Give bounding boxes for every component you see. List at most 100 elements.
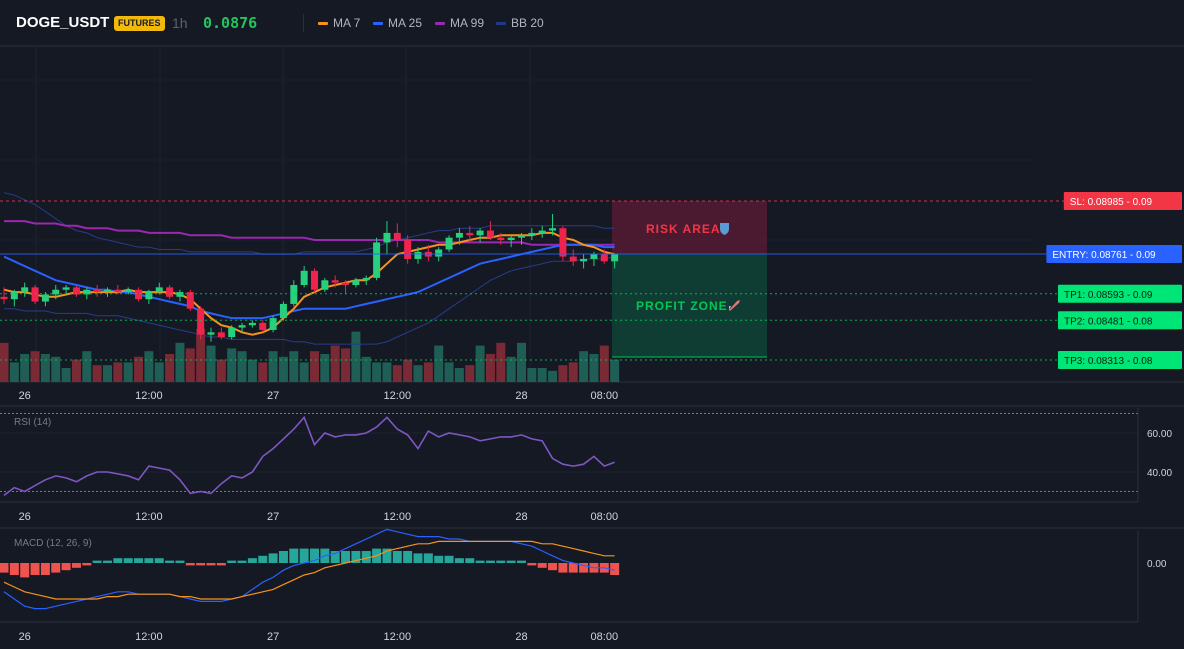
volume-bar: [247, 359, 257, 382]
macd-hist-bar: [51, 563, 61, 573]
candle-body: [538, 230, 546, 233]
macd-hist-bar: [382, 548, 392, 563]
volume-bar: [537, 368, 547, 382]
macd-hist-bar: [506, 560, 516, 563]
candle-body: [197, 308, 205, 335]
legend-label: MA 7: [333, 16, 361, 30]
macd-hist-bar: [92, 560, 102, 563]
macd-hist-bar: [144, 558, 154, 563]
time-tick: 12:00: [135, 631, 163, 643]
rsi-axis-tick: 40.00: [1147, 468, 1172, 479]
candle-body: [21, 287, 29, 293]
volume-bar: [175, 342, 185, 382]
volume-bar: [165, 354, 175, 382]
macd-hist-bar: [61, 563, 71, 571]
volume-bar: [289, 351, 299, 382]
macd-hist-bar: [392, 551, 402, 563]
volume-bar: [310, 351, 319, 382]
macd-hist-bar: [123, 558, 133, 563]
macd-hist-bar: [568, 563, 578, 573]
time-tick: 12:00: [384, 511, 412, 523]
shield-icon: [720, 223, 729, 235]
macd-hist-bar: [82, 563, 92, 566]
candle-body: [93, 289, 101, 293]
volume-bar: [496, 342, 506, 382]
candle-body: [414, 251, 422, 259]
volume-bar: [92, 365, 102, 382]
chart-header: DOGE_USDT FUTURES 1h 0.0876 MA 7 MA 25 M…: [0, 0, 1184, 46]
volume-bar: [413, 365, 423, 382]
candle-body: [518, 235, 525, 238]
legend-swatch: [496, 22, 506, 26]
candle-body: [404, 240, 412, 259]
macd-hist-bar: [175, 560, 185, 563]
candle-body: [300, 270, 308, 285]
volume-bar: [144, 351, 154, 382]
volume-bar: [558, 365, 568, 382]
macd-hist-bar: [579, 563, 589, 573]
volume-bar: [299, 362, 309, 382]
sl-price-text: SL: 0.08985 - 0.09: [1070, 197, 1153, 208]
macd-hist-bar: [20, 563, 30, 578]
candle-body: [166, 287, 174, 297]
legend-ma7[interactable]: MA 7: [318, 16, 360, 30]
volume-bar: [154, 362, 164, 382]
volume-bar: [134, 356, 144, 382]
macd-hist-bar: [103, 560, 112, 563]
futures-badge: FUTURES: [114, 16, 165, 31]
volume-bar: [485, 354, 495, 382]
ma25-line: [3, 243, 615, 320]
candle-body: [135, 289, 143, 300]
legend-ma25[interactable]: MA 25: [373, 16, 422, 30]
main-grid: [0, 47, 1184, 383]
volume-bar: [579, 351, 589, 382]
volume-bar: [20, 354, 30, 382]
volume-bar: [372, 362, 382, 382]
volume-bar: [392, 365, 402, 382]
volume-bars: [0, 328, 620, 382]
volume-bar: [227, 348, 237, 382]
volume-bar: [465, 365, 475, 382]
legend-ma99[interactable]: MA 99: [435, 16, 484, 30]
macd-hist-bar: [71, 563, 81, 568]
volume-bar: [196, 328, 206, 382]
candle-body: [580, 258, 588, 262]
macd-hist-bar: [351, 551, 361, 563]
rsi-title: RSI (14): [14, 417, 51, 428]
macd-hist-bar: [0, 563, 9, 573]
volume-bar: [423, 362, 433, 382]
macd-hist-bar: [454, 558, 464, 563]
candle-body: [186, 292, 194, 309]
candle-body: [321, 280, 329, 290]
tp3-price-text: TP3: 0.08313 - 0.08: [1064, 356, 1153, 367]
last-price: 0.0876: [203, 14, 258, 32]
volume-bar: [61, 368, 71, 382]
candle-body: [342, 282, 350, 285]
candle-body: [104, 289, 111, 293]
time-tick: 28: [515, 390, 527, 402]
candle-body: [290, 284, 298, 304]
macd-hist-bar: [341, 551, 351, 563]
macd-hist-bar: [216, 563, 226, 566]
symbol-title[interactable]: DOGE_USDT: [16, 14, 110, 31]
candle-body: [559, 228, 567, 257]
volume-bar: [506, 356, 516, 382]
candle-body: [569, 256, 577, 262]
sl-price-tag: [1063, 192, 1182, 210]
macd-signal-line: [3, 540, 615, 600]
macd-hist-bar: [548, 563, 558, 571]
candle-body: [279, 303, 287, 319]
legend-label: MA 25: [388, 16, 423, 30]
time-axis-macd: 26 12:00 27 12:00 28 08:00: [19, 631, 618, 643]
candle-body: [83, 289, 91, 295]
macd-hist-bar: [413, 553, 423, 563]
volume-bar: [320, 354, 330, 382]
legend-bb20[interactable]: BB 20: [496, 16, 544, 30]
timeframe-label[interactable]: 1h: [172, 15, 188, 31]
time-tick: 26: [19, 390, 31, 402]
ma7-line: [3, 231, 615, 336]
macd-hist-bar: [247, 558, 257, 563]
macd-zero-label: 0.00: [1147, 559, 1167, 570]
time-tick: 08:00: [591, 511, 619, 523]
